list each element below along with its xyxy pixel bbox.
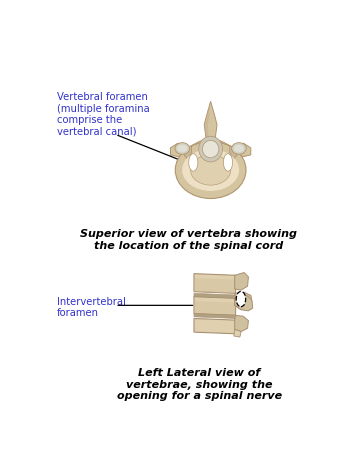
Ellipse shape: [175, 142, 190, 154]
Polygon shape: [194, 314, 236, 318]
Text: Left Lateral view of
vertebraе, showing the
opening for a spinal nerve: Left Lateral view of vertebraе, showing …: [117, 368, 282, 401]
Polygon shape: [235, 273, 248, 290]
Polygon shape: [194, 297, 236, 315]
Polygon shape: [235, 295, 253, 311]
Text: Superior view of vertebra showing
the location of the spinal cord: Superior view of vertebra showing the lo…: [80, 229, 297, 251]
Polygon shape: [230, 146, 237, 159]
Polygon shape: [234, 329, 241, 337]
Polygon shape: [170, 143, 186, 157]
Polygon shape: [191, 139, 206, 153]
Polygon shape: [194, 273, 236, 293]
Ellipse shape: [175, 142, 246, 198]
Ellipse shape: [182, 149, 239, 191]
Polygon shape: [215, 139, 230, 153]
Polygon shape: [194, 278, 236, 293]
Polygon shape: [235, 315, 248, 332]
Ellipse shape: [191, 155, 231, 185]
Ellipse shape: [202, 140, 219, 158]
Ellipse shape: [236, 291, 246, 307]
Polygon shape: [204, 101, 217, 139]
Text: Intervertebral
foramen: Intervertebral foramen: [57, 296, 126, 318]
Ellipse shape: [199, 136, 222, 162]
Polygon shape: [235, 292, 252, 310]
Polygon shape: [194, 318, 236, 334]
Ellipse shape: [234, 145, 244, 152]
Polygon shape: [184, 146, 191, 159]
Ellipse shape: [232, 142, 246, 154]
Polygon shape: [204, 101, 211, 139]
Ellipse shape: [223, 154, 232, 171]
Ellipse shape: [177, 145, 187, 152]
Polygon shape: [236, 143, 251, 157]
Text: Vertebral foramen
(multiple foramina
comprise the
vertebral canal): Vertebral foramen (multiple foramina com…: [57, 92, 150, 137]
Polygon shape: [194, 301, 236, 315]
Ellipse shape: [189, 154, 198, 171]
Polygon shape: [194, 293, 236, 298]
